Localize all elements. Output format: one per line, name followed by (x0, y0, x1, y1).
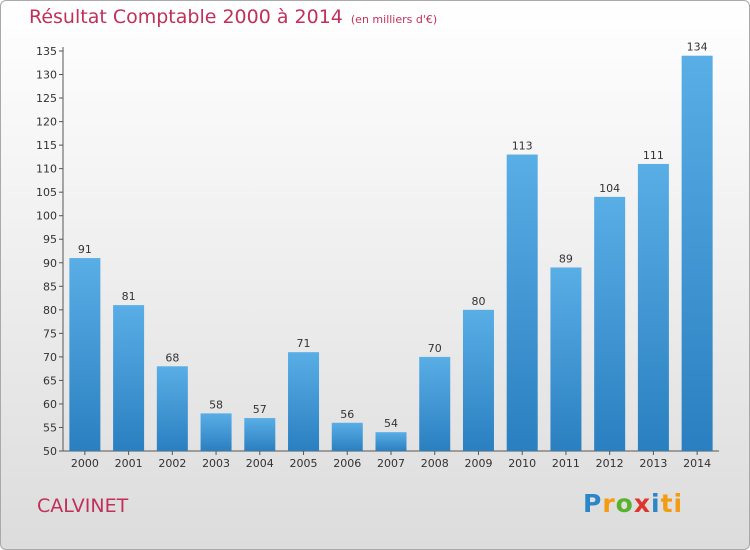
bar-2010 (506, 154, 538, 451)
y-tick-label: 105 (36, 186, 57, 199)
bar-2002 (156, 366, 188, 451)
y-tick-label: 130 (36, 69, 57, 82)
x-tick-label-2011: 2011 (552, 457, 580, 470)
y-tick-label: 110 (36, 163, 57, 176)
y-tick-label: 115 (36, 139, 57, 152)
bar-2006 (331, 422, 363, 451)
value-label-2004: 57 (253, 403, 267, 416)
y-tick-label: 75 (43, 327, 57, 340)
chart-title-block: Résultat Comptable 2000 à 2014 (en millie… (29, 6, 437, 28)
proxiti-logo: Proxiti (583, 489, 684, 518)
y-tick-label: 120 (36, 116, 57, 129)
chart-title: Résultat Comptable 2000 à 2014 (29, 6, 343, 28)
value-label-2007: 54 (384, 417, 398, 430)
bar-2007 (375, 432, 407, 451)
x-tick-label-2013: 2013 (639, 457, 667, 470)
bar-2001 (113, 305, 145, 451)
bar-2014 (681, 55, 713, 452)
value-label-2000: 91 (78, 243, 92, 256)
y-tick-label: 65 (43, 374, 57, 387)
x-tick-label-2007: 2007 (377, 457, 405, 470)
value-label-2011: 89 (559, 252, 573, 265)
x-tick-label-2006: 2006 (333, 457, 361, 470)
x-tick-label-2003: 2003 (202, 457, 230, 470)
y-tick-label: 70 (43, 351, 57, 364)
x-tick-label-2009: 2009 (464, 457, 492, 470)
x-tick-label-2004: 2004 (246, 457, 274, 470)
bar-2005 (288, 352, 320, 451)
value-label-2001: 81 (122, 290, 136, 303)
x-tick-label-2000: 2000 (71, 457, 99, 470)
y-tick-label: 85 (43, 280, 57, 293)
y-tick-label: 60 (43, 398, 57, 411)
bar-2012 (594, 196, 626, 451)
value-label-2005: 71 (297, 337, 311, 350)
value-label-2008: 70 (428, 342, 442, 355)
x-tick-label-2012: 2012 (596, 457, 624, 470)
bar-2003 (200, 413, 232, 451)
bar-2011 (550, 267, 582, 451)
bar-2004 (244, 418, 276, 451)
bar-2013 (637, 163, 669, 452)
value-label-2006: 56 (340, 408, 354, 421)
x-tick-label-2010: 2010 (508, 457, 536, 470)
x-tick-label-2002: 2002 (158, 457, 186, 470)
y-tick-label: 55 (43, 421, 57, 434)
y-tick-label: 90 (43, 257, 57, 270)
commune-name: CALVINET (37, 495, 129, 517)
y-tick-label: 100 (36, 210, 57, 223)
y-tick-label: 80 (43, 304, 57, 317)
value-label-2010: 113 (512, 140, 533, 153)
bar-2008 (419, 356, 451, 451)
value-label-2012: 104 (599, 182, 620, 195)
x-tick-label-2014: 2014 (683, 457, 711, 470)
y-tick-label: 125 (36, 92, 57, 105)
value-label-2002: 68 (165, 351, 179, 364)
value-label-2014: 134 (687, 41, 708, 54)
y-tick-label: 50 (43, 445, 57, 458)
value-label-2003: 58 (209, 398, 223, 411)
x-tick-label-2001: 2001 (115, 457, 143, 470)
chart-unit: (en milliers d'€) (350, 13, 438, 26)
bar-2000 (69, 258, 101, 451)
bar-2009 (462, 309, 494, 451)
value-label-2013: 111 (643, 149, 664, 162)
x-tick-label-2005: 2005 (290, 457, 318, 470)
value-label-2009: 80 (471, 295, 485, 308)
y-tick-label: 95 (43, 233, 57, 246)
y-tick-label: 135 (36, 45, 57, 58)
x-tick-label-2008: 2008 (421, 457, 449, 470)
